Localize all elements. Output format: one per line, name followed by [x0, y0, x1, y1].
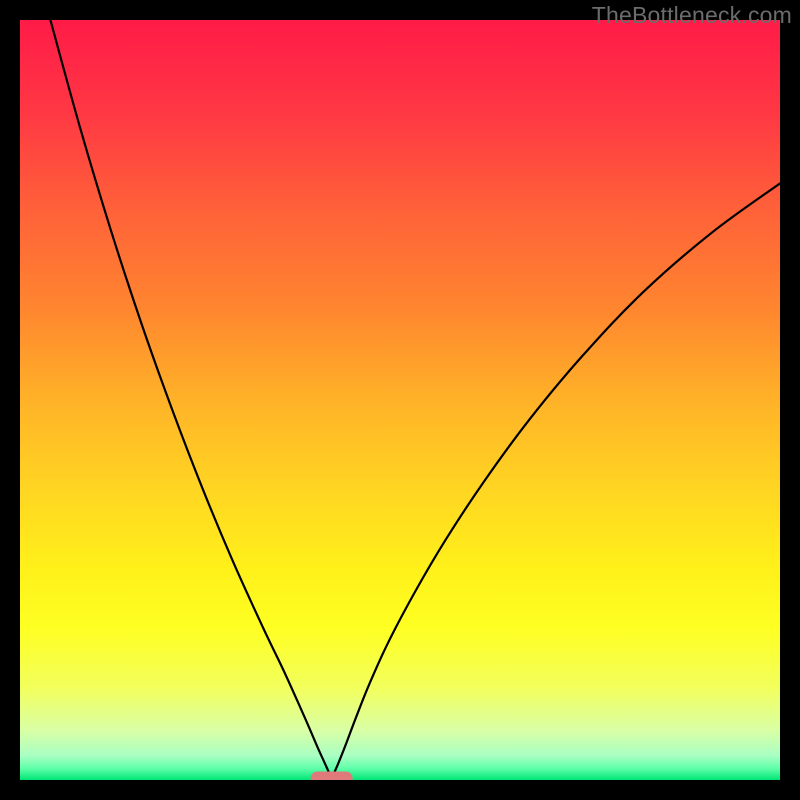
watermark-text: TheBottleneck.com [592, 2, 792, 29]
gradient-background [20, 20, 780, 780]
cusp-marker [311, 771, 353, 780]
chart-container: TheBottleneck.com [0, 0, 800, 800]
plot-area [20, 20, 780, 780]
bottleneck-curve-chart [20, 20, 780, 780]
